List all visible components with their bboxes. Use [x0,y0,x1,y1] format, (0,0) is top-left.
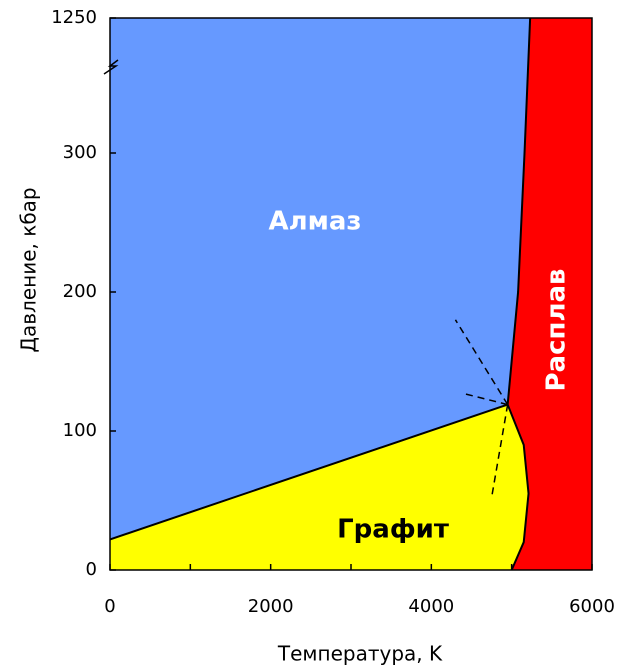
y-tick-label: 1250 [51,7,97,28]
x-tick-label: 4000 [408,596,454,617]
axis-break [103,59,119,75]
boundary-line [490,404,509,498]
region [110,404,529,570]
y-tick-label: 300 [63,142,97,163]
x-axis-label: Температура, K [277,642,443,666]
region-label: Расплав [542,268,572,391]
region [507,18,592,570]
regions [110,18,592,570]
boundary-line [109,403,508,541]
boundaries [109,17,532,571]
y-axis-label: Давление, кбар [17,187,41,352]
y-tick-label: 100 [63,420,97,441]
x-tick-label: 0 [104,596,115,617]
boundary-line [506,404,530,571]
x-tick-label: 6000 [569,596,615,617]
boundary-line [454,319,509,405]
boundary-line [463,392,508,406]
x-tick-label: 2000 [248,596,294,617]
region-label: Графит [337,515,449,545]
region-label: Алмаз [268,207,361,237]
boundary-line [506,17,532,405]
y-tick-label: 200 [63,281,97,302]
y-tick-label: 0 [86,559,97,580]
region [110,18,531,540]
